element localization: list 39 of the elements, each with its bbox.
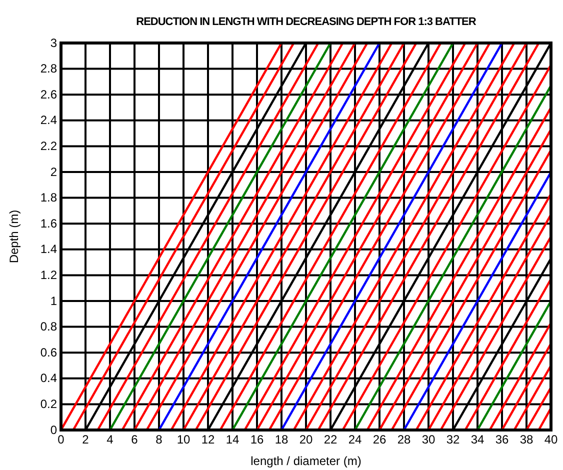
x-tick-label: 30 (422, 432, 436, 447)
chart-title: REDUCTION IN LENGTH WITH DECREASING DEPTH FOR 1:3 BATTER (136, 16, 476, 28)
x-tick-label: 18 (274, 432, 288, 447)
x-tick-label: 20 (299, 432, 313, 447)
x-tick-label: 6 (131, 432, 138, 447)
x-tick-label: 22 (324, 432, 338, 447)
x-tick-label: 10 (176, 432, 190, 447)
x-tick-label: 16 (250, 432, 264, 447)
x-tick-label: 26 (372, 432, 386, 447)
y-axis-title: Depth (m) (7, 210, 21, 264)
x-tick-label: 12 (201, 432, 215, 447)
y-tick-label: 2 (50, 164, 58, 179)
x-tick-label: 4 (106, 432, 114, 447)
y-tick-label: 1.8 (40, 190, 58, 205)
y-tick-label: 0.2 (40, 397, 58, 412)
x-tick-label: 24 (348, 432, 362, 447)
y-tick-label: 1.2 (40, 268, 58, 282)
x-tick-label: 38 (520, 432, 534, 447)
y-tick-label: 2.4 (40, 113, 58, 128)
y-tick-label: 0.6 (40, 345, 58, 360)
x-tick-label: 2 (82, 432, 90, 447)
x-tick-label: 36 (495, 432, 509, 447)
y-tick-label: 0.8 (40, 320, 58, 334)
y-tick-label: 3 (50, 36, 58, 50)
x-tick-label: 32 (446, 432, 460, 447)
y-tick-label: 0 (50, 422, 58, 437)
x-tick-label: 28 (397, 432, 411, 447)
y-tick-label: 2.8 (40, 62, 58, 76)
x-axis-title: length / diameter (m) (250, 454, 362, 468)
y-tick-label: 0.4 (40, 371, 58, 386)
y-tick-label: 2.6 (40, 87, 58, 102)
y-tick-label: 1 (50, 294, 58, 308)
x-tick-label: 8 (156, 432, 163, 447)
y-tick-label: 1.4 (40, 242, 58, 256)
x-tick-label: 34 (470, 432, 484, 447)
y-tick-label: 1.6 (40, 216, 58, 230)
y-tick-label: 2.2 (40, 139, 58, 154)
x-tick-label: 40 (544, 432, 558, 447)
x-tick-label: 14 (226, 432, 240, 447)
